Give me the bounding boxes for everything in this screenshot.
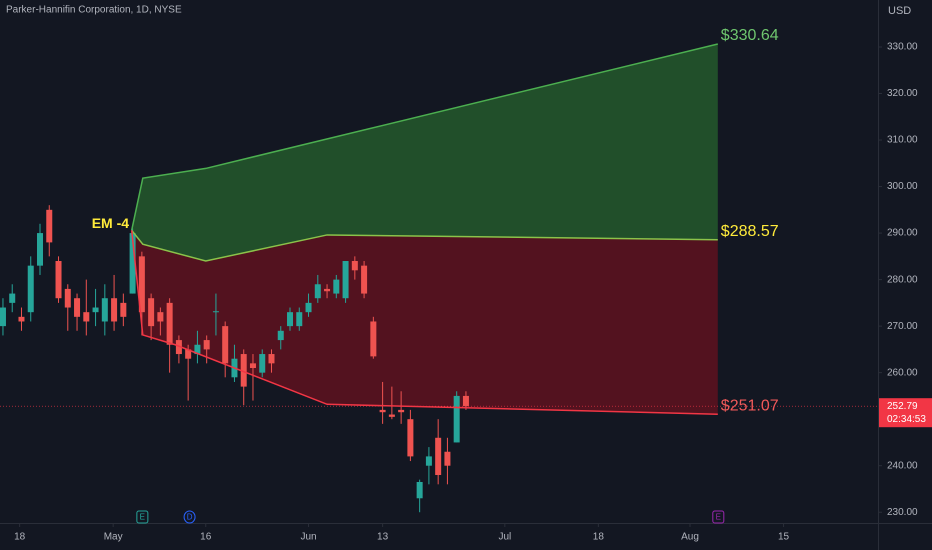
candle-body [287,312,294,327]
candle-body [37,233,44,266]
candle-body [416,481,423,499]
candle-body [185,349,192,359]
candle-body [249,363,256,369]
y-tick-label: 260.00 [887,367,918,378]
y-tick-label: 230.00 [887,507,918,518]
candle-body [435,437,442,476]
candle-body [148,298,155,327]
x-tick-label: Jun [300,532,316,543]
y-tick-label: 300.00 [887,181,918,192]
candle-body [175,340,182,355]
candle-body [333,279,340,294]
x-tick-label: Jul [498,532,511,543]
candle-body [18,316,25,322]
event-marker [712,510,725,524]
candle-body [55,261,62,299]
y-tick-label: 330.00 [887,42,918,53]
candle-body [453,395,460,443]
candle-body [138,256,145,313]
upper-band-fill [131,44,718,261]
y-tick-label: 280.00 [887,274,918,285]
band-value-label: $288.57 [721,223,779,240]
x-tick-label: 18 [14,532,26,543]
candle-body [277,330,284,341]
event-marker [136,510,149,524]
chart-title: Parker-Hannifin Corporation, 1D, NYSE [6,5,182,16]
y-tick-label: 310.00 [887,135,918,146]
candle-body [203,340,210,350]
last-price-box [879,398,932,428]
candle-body [388,414,395,417]
candle-body [379,409,386,413]
candle-body [194,344,201,355]
x-tick-label: 16 [200,532,212,543]
candle-body [268,354,275,364]
candle-body [425,456,432,466]
candle-body [222,326,229,364]
x-tick-label: 15 [778,532,790,543]
countdown-label: 02:34:53 [887,414,926,425]
event-marker [183,510,196,524]
candle-body [9,293,16,303]
candle-body [305,302,312,313]
x-tick-label: 18 [593,532,605,543]
lower-band-fill [131,230,718,415]
candle-body [166,302,173,345]
candle-body [129,233,136,294]
candle-body [157,312,164,322]
band-line [131,229,718,262]
x-tick-label: May [104,532,123,543]
event-label: D [187,513,193,522]
event-label: E [140,513,145,522]
candle-body [361,265,368,294]
candle-body [101,298,108,322]
candle-body [444,451,451,466]
candle-body [0,307,6,327]
candle-body [212,311,219,313]
candle-body [342,261,349,299]
y-tick-label: 270.00 [887,321,918,332]
candle-body [120,302,127,317]
x-tick-label: 13 [377,532,389,543]
candle-body [314,284,321,299]
y-tick-label: 240.00 [887,460,918,471]
y-tick-label: 320.00 [887,88,918,99]
candle-body [259,354,266,373]
event-label: E [716,513,721,522]
candle-body [240,354,247,387]
candle-body [351,261,358,271]
currency-label: USD [888,5,911,17]
last-price-label: 252.79 [887,401,918,412]
x-tick-label: Aug [681,532,699,543]
candle-body [296,312,303,327]
candle-body [324,288,331,292]
candle-body [46,209,53,243]
candle-body [462,395,469,407]
candle-body [64,288,71,308]
band-line [130,43,718,231]
candle-body [407,419,414,457]
band-value-label: $330.64 [721,27,779,44]
candle-body [370,321,377,357]
band-line [130,230,718,415]
candle-body [111,298,118,322]
candle-body [398,409,405,413]
candle-body [83,312,90,322]
y-tick-label: 290.00 [887,228,918,239]
band-value-label: $251.07 [721,397,779,414]
candle-body [74,298,81,317]
candle-body [92,307,99,313]
candle-body [27,265,34,313]
annotation: EM -4 [92,215,130,231]
